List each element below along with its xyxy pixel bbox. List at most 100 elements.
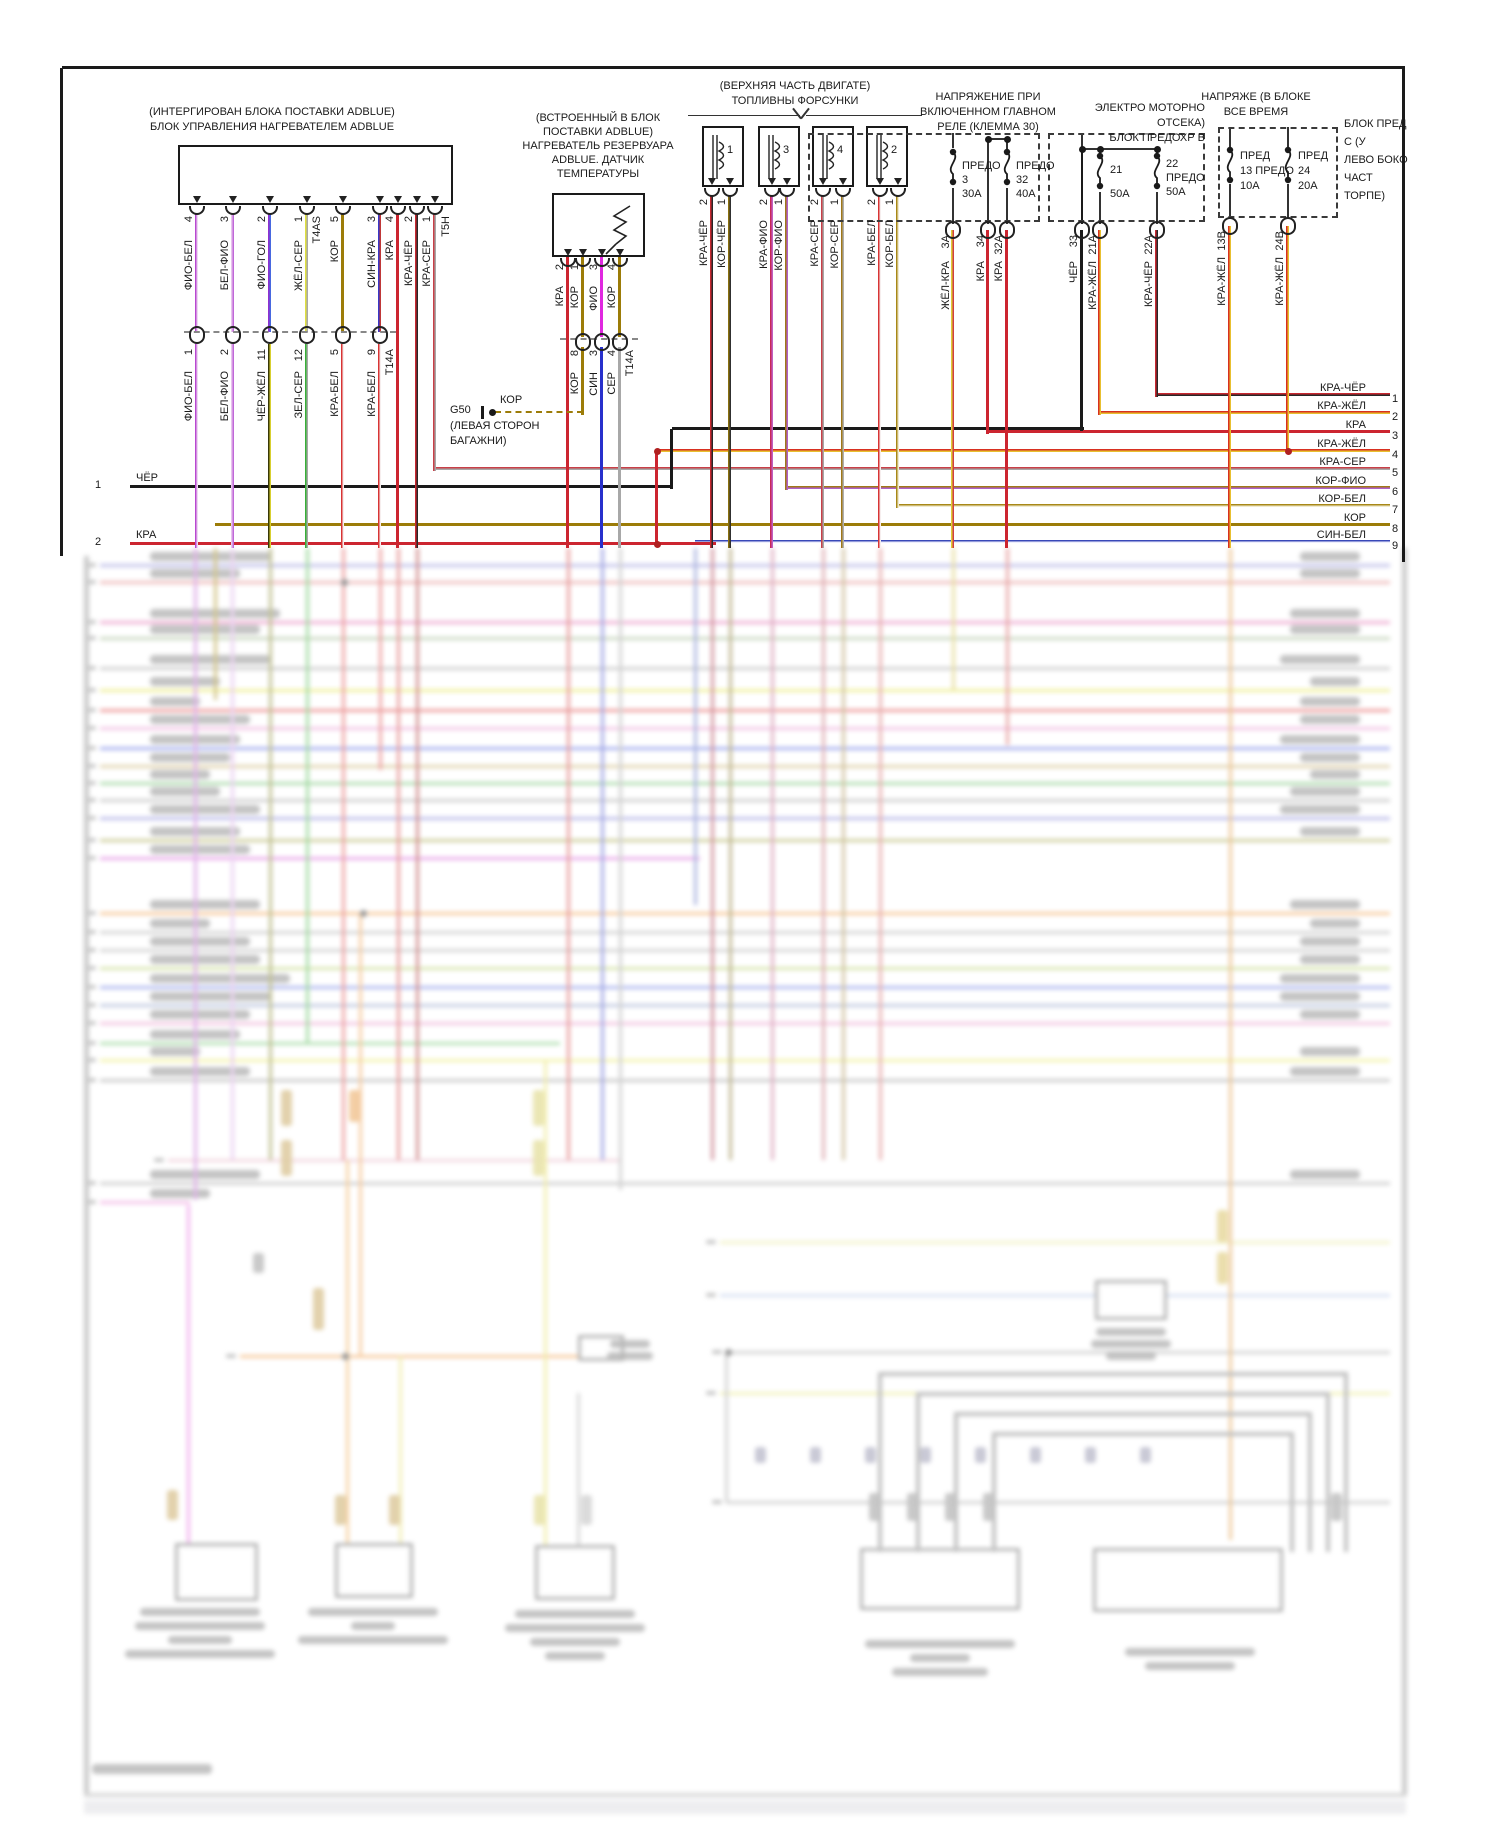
wire-horizontal	[1082, 148, 1159, 150]
faded-label-blob	[150, 974, 290, 983]
faded-junction-dot	[725, 1349, 732, 1356]
faded-connector-tick	[581, 1495, 592, 1525]
wire-vertical	[341, 344, 344, 548]
ecu-pin-number: 3	[366, 216, 378, 223]
ecu-wire-color: СИН-КРА	[366, 240, 378, 288]
faded-pin-tick	[86, 930, 96, 934]
fuse-pin-number: 3А	[940, 235, 952, 249]
wire-vertical	[770, 195, 773, 548]
right-row-5-color: КРА-СЕР	[1319, 456, 1366, 468]
faded-label-blob	[150, 655, 270, 664]
pin-arrow-icon	[839, 178, 847, 185]
fuse-pin-number: 24В	[1274, 231, 1286, 251]
fuse-3-label: ПРЕДО	[962, 160, 1001, 172]
faded-pin-tick	[86, 838, 96, 842]
faded-label-blob	[1300, 715, 1360, 724]
faded-label-blob	[1280, 655, 1360, 664]
connector-name-t4as: T4AS	[311, 216, 323, 244]
faded-connector-tick	[907, 1493, 918, 1521]
faded-wire-vertical	[342, 548, 345, 1160]
connector-pair-top	[189, 326, 205, 335]
connector-pair-top	[225, 326, 241, 335]
faded-pin-tick	[86, 708, 96, 712]
right-row-5-number: 5	[1392, 467, 1399, 479]
connector-pair-bottom	[262, 335, 278, 344]
faded-wire-row	[100, 621, 1390, 624]
pin-arrow-icon	[819, 178, 827, 185]
faded-label-blob	[150, 552, 270, 561]
faded-label-blob	[1290, 1067, 1360, 1076]
pin-arrow-icon	[564, 249, 572, 256]
faded-page-border-left	[84, 556, 89, 1796]
faded-pin-tick	[86, 966, 96, 970]
fuse-13-rating: 10А	[1240, 180, 1260, 192]
fuse-24-number: 24	[1298, 165, 1311, 177]
wire-vertical	[951, 230, 954, 548]
t14a-wire-color: КРА-БЕЛ	[366, 371, 378, 417]
injector-wire-color: КОР-БЕЛ	[884, 220, 896, 268]
faded-wire-row	[100, 765, 1390, 768]
faded-label-blob	[150, 753, 230, 762]
wire-horizontal	[988, 138, 1009, 140]
faded-connector-tick	[253, 1253, 264, 1273]
connector-socket	[262, 206, 278, 215]
faded-pin-tick	[86, 911, 96, 915]
faded-wire-vertical	[399, 1356, 402, 1543]
wire-vertical	[1006, 139, 1008, 152]
wire-vertical	[268, 344, 271, 548]
faded-component-box	[175, 1543, 258, 1601]
pin-arrow-icon	[579, 249, 587, 256]
faded-pin-tick	[86, 688, 96, 692]
wire-vertical	[433, 213, 436, 471]
faded-connector-tick	[1217, 1252, 1228, 1284]
ecu-pin-number: 1	[293, 216, 305, 223]
connector-name-t14a: Т14А	[384, 349, 396, 376]
heater-pin-number: 2	[554, 264, 566, 271]
fuse-box-outline	[1218, 127, 1338, 218]
right-row-6-number: 6	[1392, 486, 1399, 498]
wire-vertical	[341, 213, 344, 332]
faded-label-blob	[1300, 552, 1360, 561]
faded-pin-tick	[86, 1021, 96, 1025]
faded-label-blob	[1280, 974, 1360, 983]
faded-wire-vertical	[306, 548, 309, 1043]
faded-connector-tick	[1140, 1447, 1151, 1463]
connector-socket	[612, 258, 628, 267]
connector-socket	[890, 188, 906, 197]
ecu-wire-color: ФИО-ГОЛ	[256, 240, 268, 290]
fuse-wire-color: ЖЁЛ-КРА	[940, 261, 952, 310]
ecu-pin-number: 2	[403, 216, 415, 223]
injector-4-number: 4	[837, 144, 844, 156]
faded-label-blob	[1280, 992, 1360, 1001]
faded-pin-tick	[86, 563, 96, 567]
injector-pin-number: 2	[809, 199, 821, 206]
fuse-box-outline	[808, 133, 1040, 222]
fuse-icon	[947, 146, 959, 195]
faded-pin-tick	[86, 726, 96, 730]
faded-label-blob	[150, 697, 200, 706]
adblue-ecu-title-line1: (ИНТЕРГИРОВАН БЛОКА ПОСТАВКИ ADBLUE)	[149, 106, 395, 118]
faded-pin-tick	[86, 1058, 96, 1062]
faded-wire-vertical	[1006, 548, 1009, 745]
injectors-title-line2: ТОПЛИВНЫ ФОРСУНКИ	[731, 95, 859, 107]
heater-title-line4: ADBLUE. ДАТЧИК	[551, 154, 645, 166]
wire-horizontal	[898, 504, 1390, 507]
wire-vertical	[1286, 226, 1289, 453]
right-row-9-color: СИН-БЕЛ	[1316, 529, 1366, 541]
ecu-wire-color: КРА-ЧЁР	[403, 240, 415, 287]
faded-jumper-bridge	[916, 1392, 1330, 1552]
sidenote-line2: С (У	[1344, 136, 1366, 148]
fuse-pin-number: 22А	[1143, 235, 1155, 255]
faded-label-blob	[150, 715, 250, 724]
faded-label-blob	[1300, 937, 1360, 946]
faded-pin-tick	[86, 620, 96, 624]
wire-vertical	[566, 257, 569, 548]
wire-vertical	[1287, 184, 1289, 218]
connector-socket	[575, 258, 591, 267]
junction-dot	[654, 541, 661, 548]
faded-wire-vertical	[1229, 548, 1232, 1540]
faded-caption-line	[1106, 1352, 1156, 1360]
wire-horizontal	[130, 542, 716, 545]
ecu-pin-number: 3	[219, 216, 231, 223]
wire-vertical	[1229, 184, 1231, 218]
